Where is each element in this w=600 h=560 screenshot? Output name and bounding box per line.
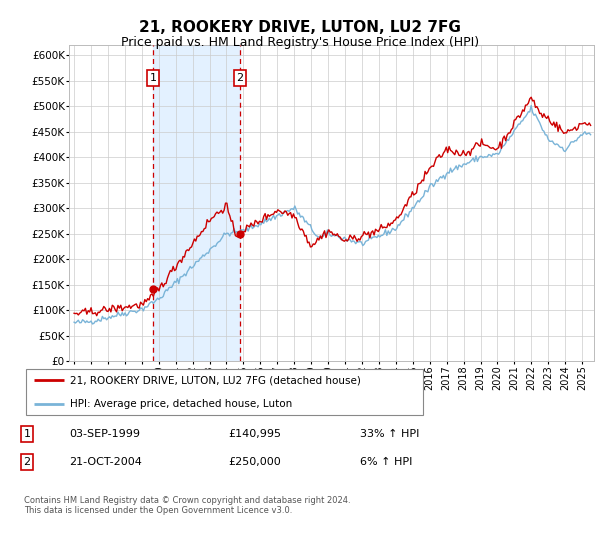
Text: 21, ROOKERY DRIVE, LUTON, LU2 7FG: 21, ROOKERY DRIVE, LUTON, LU2 7FG xyxy=(139,20,461,35)
Text: 6% ↑ HPI: 6% ↑ HPI xyxy=(360,457,412,467)
Text: £140,995: £140,995 xyxy=(228,429,281,439)
Text: 21, ROOKERY DRIVE, LUTON, LU2 7FG (detached house): 21, ROOKERY DRIVE, LUTON, LU2 7FG (detac… xyxy=(70,375,361,385)
Text: Contains HM Land Registry data © Crown copyright and database right 2024.
This d: Contains HM Land Registry data © Crown c… xyxy=(24,496,350,515)
Text: 21-OCT-2004: 21-OCT-2004 xyxy=(69,457,142,467)
Text: HPI: Average price, detached house, Luton: HPI: Average price, detached house, Luto… xyxy=(70,399,292,409)
Text: 2: 2 xyxy=(23,457,31,467)
Text: 2: 2 xyxy=(236,73,244,83)
Text: 33% ↑ HPI: 33% ↑ HPI xyxy=(360,429,419,439)
Text: Price paid vs. HM Land Registry's House Price Index (HPI): Price paid vs. HM Land Registry's House … xyxy=(121,36,479,49)
FancyBboxPatch shape xyxy=(26,370,423,414)
Text: 03-SEP-1999: 03-SEP-1999 xyxy=(69,429,140,439)
Text: 1: 1 xyxy=(149,73,157,83)
Text: £250,000: £250,000 xyxy=(228,457,281,467)
Bar xyxy=(153,45,240,361)
Text: 1: 1 xyxy=(23,429,31,439)
